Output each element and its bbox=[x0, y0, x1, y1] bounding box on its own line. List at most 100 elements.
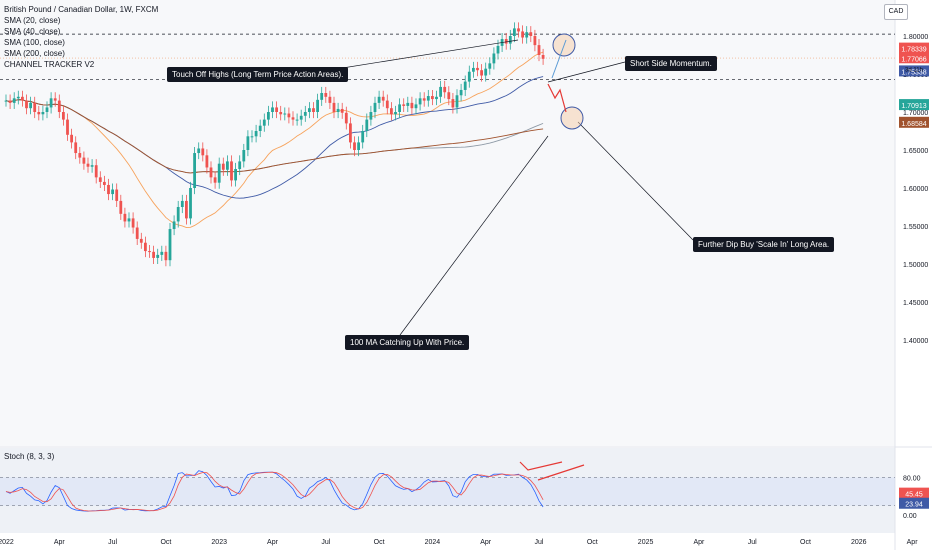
y-tick-label: 1.55000 bbox=[903, 224, 928, 231]
sma100-legend[interactable]: SMA (100, close) bbox=[4, 38, 65, 47]
y-tick-label: 1.80000 bbox=[903, 34, 928, 41]
candle-body bbox=[410, 102, 414, 109]
candle-body bbox=[185, 200, 188, 219]
x-tick-label: Oct bbox=[800, 539, 811, 546]
stoch-tag-bg bbox=[899, 487, 929, 499]
candle-body bbox=[70, 134, 73, 143]
x-tick-label: 2024 bbox=[425, 539, 441, 546]
candle-body bbox=[16, 96, 20, 99]
candle-body bbox=[484, 68, 488, 76]
candle-body bbox=[422, 98, 426, 101]
candle-body bbox=[361, 131, 365, 143]
candle-body bbox=[205, 155, 209, 168]
candle-body bbox=[455, 95, 459, 108]
price-tag-bg bbox=[899, 65, 929, 77]
candle-body bbox=[513, 28, 516, 36]
candle-body bbox=[25, 100, 28, 109]
candle-body bbox=[328, 96, 332, 103]
price-tag-bg bbox=[899, 42, 929, 54]
candle-body bbox=[385, 100, 389, 109]
countdown-text: 3d 11h bbox=[905, 67, 923, 73]
y-grid bbox=[0, 33, 895, 81]
candle-body bbox=[258, 125, 262, 131]
candle-body bbox=[242, 150, 246, 162]
candle-body bbox=[463, 81, 467, 90]
candle-body bbox=[37, 112, 41, 115]
x-tick-label: 2025 bbox=[638, 539, 654, 546]
candle-body bbox=[365, 119, 369, 131]
candle-body bbox=[267, 112, 270, 120]
sma200-legend[interactable]: SMA (200, close) bbox=[4, 49, 65, 58]
candle-body bbox=[33, 102, 37, 112]
candle-body bbox=[172, 221, 176, 230]
candle-body bbox=[332, 102, 336, 112]
connector-further-dip bbox=[577, 121, 694, 241]
price-tag-bg bbox=[899, 52, 929, 64]
x-tick-label: Jul bbox=[535, 539, 544, 546]
candle-body bbox=[336, 108, 340, 112]
candle-body bbox=[82, 157, 86, 164]
candle-body bbox=[459, 89, 463, 96]
candle-body bbox=[119, 200, 123, 214]
candle-body bbox=[283, 113, 287, 115]
sma200-line bbox=[5, 99, 544, 174]
price-tags: 1.78339 1.77066 1.75338 1.70913 1.68584 3d 11… bbox=[899, 42, 929, 509]
candle-body bbox=[193, 153, 196, 188]
candle-body bbox=[66, 119, 69, 135]
candle-body bbox=[271, 107, 274, 112]
candle-body bbox=[406, 102, 410, 106]
price-tag-text: 1.78339 bbox=[901, 47, 926, 54]
stoch-legend[interactable]: Stoch (8, 3, 3) bbox=[4, 452, 55, 461]
x-tick-label: Apr bbox=[480, 539, 492, 546]
x-tick-label: 2023 bbox=[211, 539, 227, 546]
candle-body bbox=[226, 161, 229, 170]
candle-body bbox=[238, 161, 242, 169]
candle-body bbox=[344, 112, 348, 124]
price-tag-bg bbox=[899, 99, 929, 111]
stoch-arrow-1 bbox=[519, 461, 563, 471]
stoch-tag-bg bbox=[899, 497, 929, 509]
chart-legend: British Pound / Canadian Dollar, 1W, FXC… bbox=[4, 4, 158, 70]
currency-badge[interactable]: CAD bbox=[884, 4, 908, 20]
stoch-tag-text: 45.45 bbox=[905, 492, 923, 499]
channel-tracker-legend[interactable]: CHANNEL TRACKER V2 bbox=[4, 60, 95, 69]
candle-body bbox=[525, 32, 529, 38]
candle-body bbox=[508, 36, 512, 44]
candle-body bbox=[340, 108, 344, 113]
candle-body bbox=[324, 93, 328, 97]
x-axis-labels: 2022 Apr Jul Oct 2023 Apr Jul Oct 2024 Apr Jul Oct 2… bbox=[0, 539, 918, 546]
candle-body bbox=[353, 142, 356, 150]
candle-body bbox=[4, 100, 8, 102]
candle-body bbox=[164, 251, 168, 261]
candlesticks bbox=[4, 22, 545, 267]
sma20-legend[interactable]: SMA (20, close) bbox=[4, 16, 61, 25]
annotation-ma-catch: 100 MA Catching Up With Price. bbox=[345, 335, 470, 350]
x-tick-label: Oct bbox=[374, 539, 385, 546]
x-tick-label: Jul bbox=[748, 539, 757, 546]
candle-body bbox=[541, 55, 545, 59]
candle-body bbox=[86, 163, 90, 167]
annotation-touch-off: Touch Off Highs (Long Term Price Action … bbox=[167, 67, 349, 82]
price-tag-text: 1.77066 bbox=[901, 56, 926, 63]
symbol-title[interactable]: British Pound / Canadian Dollar, 1W, FXC… bbox=[4, 5, 159, 14]
candle-body bbox=[176, 207, 180, 222]
candle-body bbox=[230, 161, 233, 181]
candle-body bbox=[189, 188, 192, 219]
stoch-pane bbox=[0, 448, 895, 533]
price-tag-text: 1.75338 bbox=[901, 69, 926, 76]
candle-body bbox=[139, 238, 143, 243]
candle-body bbox=[41, 112, 45, 115]
candle-body bbox=[443, 86, 447, 93]
connector-ma-catch bbox=[399, 135, 549, 336]
annotation-further-dip: Further Dip Buy 'Scale In' Long Area. bbox=[693, 237, 835, 252]
candle-body bbox=[144, 242, 147, 252]
candle-body bbox=[98, 177, 102, 182]
candle-body bbox=[488, 63, 492, 69]
candle-body bbox=[451, 99, 455, 108]
sma40-legend[interactable]: SMA (40, close) bbox=[4, 27, 61, 36]
annotation-lines bbox=[329, 33, 694, 481]
candle-body bbox=[250, 136, 254, 138]
price-tag-text: 1.68584 bbox=[901, 121, 926, 128]
candle-body bbox=[303, 112, 307, 116]
